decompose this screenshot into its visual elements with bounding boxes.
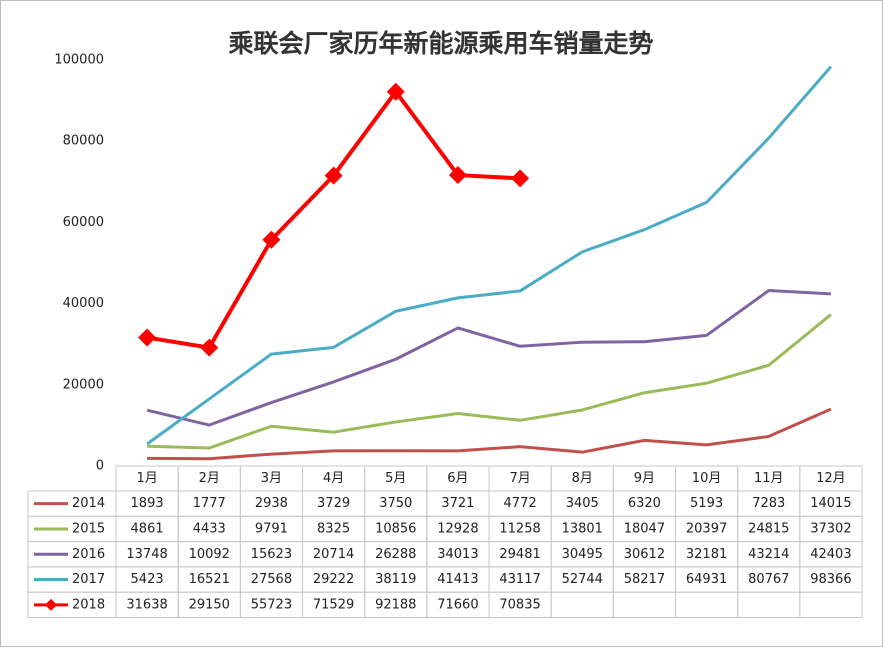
table-value: 4433 [193, 521, 226, 536]
series-marker [262, 230, 281, 249]
table-value: 71529 [313, 597, 354, 612]
table-value: 55723 [251, 597, 292, 612]
y-tick-label: 40000 [63, 296, 104, 311]
table-value: 4861 [131, 521, 164, 536]
series-line [147, 407, 832, 461]
table-value: 26288 [375, 547, 416, 562]
y-tick-label: 100000 [54, 53, 104, 68]
x-tick-label: 10月 [692, 471, 722, 486]
table-value: 64931 [686, 572, 727, 587]
table-value: 5193 [690, 496, 723, 511]
legend-marker [45, 598, 57, 611]
table-value: 52744 [562, 572, 603, 587]
table-value: 15623 [251, 547, 292, 562]
series-marker [511, 169, 530, 188]
y-tick-label: 60000 [63, 215, 104, 230]
table-value: 2938 [255, 496, 288, 511]
table-value: 20397 [686, 521, 727, 536]
table-value: 24815 [748, 521, 789, 536]
table-value: 11258 [499, 521, 540, 536]
x-tick-label: 7月 [509, 471, 530, 486]
x-tick-label: 3月 [261, 471, 282, 486]
y-tick-label: 80000 [63, 134, 104, 149]
legend-label: 2018 [72, 597, 105, 612]
legend-label: 2015 [72, 521, 105, 536]
table-value: 9791 [255, 521, 288, 536]
x-tick-label: 9月 [634, 471, 655, 486]
table-value: 37302 [810, 521, 851, 536]
legend-label: 2014 [72, 496, 105, 511]
table-value: 5423 [131, 572, 164, 587]
legend-label: 2017 [72, 572, 105, 587]
table-value: 43214 [748, 547, 789, 562]
table-value: 12928 [437, 521, 478, 536]
table-value: 10856 [375, 521, 416, 536]
series-marker [386, 82, 405, 101]
table-value: 98366 [810, 572, 851, 587]
series-line [146, 289, 831, 427]
y-tick-label: 0 [96, 459, 104, 474]
x-tick-label: 6月 [447, 471, 468, 486]
table-value: 18047 [624, 521, 665, 536]
table-value: 4772 [504, 496, 537, 511]
table-value: 31638 [126, 597, 167, 612]
y-tick-label: 20000 [63, 377, 104, 392]
table-value: 13748 [126, 547, 167, 562]
table-value: 10092 [189, 547, 230, 562]
x-tick-label: 1月 [136, 471, 157, 486]
chart-title: 乘联会厂家历年新能源乘用车销量走势 [228, 29, 653, 58]
series-marker [200, 338, 219, 357]
table-value: 43117 [499, 572, 540, 587]
table-value: 32181 [686, 547, 727, 562]
table-value: 29222 [313, 572, 354, 587]
table-value: 3721 [441, 496, 474, 511]
table-value: 29481 [499, 547, 540, 562]
series-marker [324, 166, 343, 185]
table-value: 27568 [251, 572, 292, 587]
table-value: 3750 [379, 496, 412, 511]
table-value: 92188 [375, 597, 416, 612]
table-value: 13801 [562, 521, 603, 536]
table-value: 58217 [624, 572, 665, 587]
table-value: 80767 [748, 572, 789, 587]
series-line [147, 313, 832, 450]
table-value: 1777 [193, 496, 226, 511]
table-value: 42403 [810, 547, 851, 562]
table-value: 30495 [562, 547, 603, 562]
table-value: 16521 [189, 572, 230, 587]
table-value: 14015 [810, 496, 851, 511]
table-value: 29150 [189, 597, 230, 612]
table-value: 41413 [437, 572, 478, 587]
table-value: 71660 [437, 597, 478, 612]
x-tick-label: 8月 [572, 471, 593, 486]
table-value: 38119 [375, 572, 416, 587]
x-tick-label: 12月 [816, 471, 846, 486]
table-value: 3405 [566, 496, 599, 511]
table-value: 6320 [628, 496, 661, 511]
legend-label: 2016 [72, 547, 105, 562]
table-value: 30612 [624, 547, 665, 562]
x-tick-label: 11月 [754, 471, 784, 486]
table-cell [799, 591, 863, 619]
series-marker [448, 166, 467, 185]
table-value: 7283 [752, 496, 785, 511]
series-marker [138, 328, 157, 347]
table-value: 70835 [499, 597, 540, 612]
table-value: 8325 [317, 521, 350, 536]
table-value: 34013 [437, 547, 478, 562]
x-tick-label: 5月 [385, 471, 406, 486]
x-tick-label: 2月 [199, 471, 220, 486]
series-line [146, 65, 833, 446]
table-value: 20714 [313, 547, 354, 562]
x-tick-label: 4月 [323, 471, 344, 486]
table-value: 3729 [317, 496, 350, 511]
table-value: 1893 [131, 496, 164, 511]
